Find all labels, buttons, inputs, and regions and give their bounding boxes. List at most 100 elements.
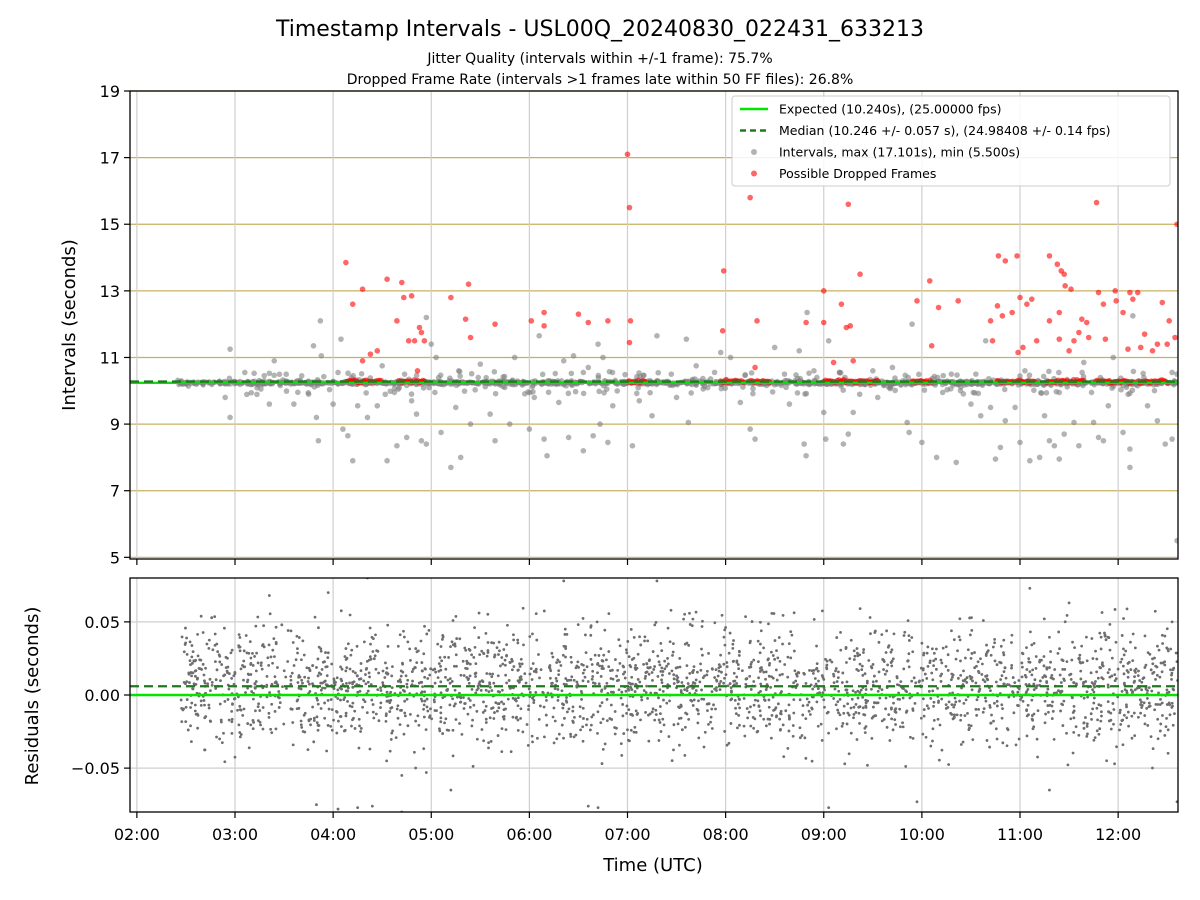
residual-point	[441, 634, 445, 637]
residual-point	[1113, 673, 1117, 676]
residual-point	[665, 701, 669, 705]
residual-point	[813, 685, 816, 688]
residual-point	[237, 633, 241, 637]
residual-point	[692, 698, 696, 702]
residual-point	[394, 736, 398, 740]
residual-point	[529, 667, 533, 670]
residual-point	[505, 681, 509, 685]
residual-point	[985, 650, 989, 654]
residual-point	[710, 690, 714, 694]
residual-point	[230, 648, 234, 652]
residual-point	[429, 667, 433, 671]
residual-point	[487, 741, 490, 745]
residual-point	[315, 721, 319, 725]
residual-point	[419, 691, 423, 695]
residual-point	[591, 681, 595, 685]
residual-point	[379, 706, 382, 709]
residual-point	[870, 666, 874, 670]
residual-point	[789, 630, 793, 633]
residual-point	[238, 735, 242, 739]
residual-point	[422, 652, 426, 656]
residual-point	[417, 723, 421, 727]
residual-point	[782, 755, 786, 759]
interval-point	[1064, 383, 1071, 390]
residual-point	[599, 675, 603, 678]
residual-point	[983, 696, 987, 700]
residual-point	[571, 705, 575, 709]
residual-point	[249, 662, 253, 665]
residual-point	[974, 681, 978, 685]
residual-point	[562, 644, 566, 648]
residual-point	[921, 697, 925, 701]
residual-point	[1060, 702, 1064, 706]
residual-point	[1153, 708, 1157, 712]
residual-point	[339, 725, 343, 728]
residual-point	[458, 637, 462, 641]
residual-point	[230, 677, 234, 680]
residual-point	[411, 667, 415, 671]
residual-point	[335, 710, 339, 714]
residual-point	[624, 648, 628, 652]
residual-point	[735, 675, 739, 679]
residual-point	[862, 648, 866, 651]
residual-point	[808, 713, 812, 716]
residual-point	[659, 641, 663, 645]
residual-point	[758, 709, 762, 713]
residual-point	[250, 690, 254, 693]
residual-point	[553, 687, 557, 691]
interval-point	[781, 371, 788, 377]
residual-point	[920, 641, 924, 645]
residual-point	[854, 710, 858, 714]
residual-point	[961, 679, 965, 683]
residual-point	[385, 690, 389, 694]
residual-point	[584, 633, 587, 637]
residual-point	[280, 623, 284, 627]
residual-point	[530, 734, 534, 738]
residual-point	[297, 674, 301, 677]
residual-point	[506, 623, 509, 627]
residual-point	[405, 682, 409, 686]
residual-point	[622, 665, 626, 669]
residual-point	[258, 720, 262, 724]
residual-point	[634, 682, 638, 686]
y-tick-label: −0.05	[71, 759, 120, 778]
residual-point	[662, 698, 665, 702]
residual-point	[412, 750, 416, 754]
residual-point	[1055, 691, 1058, 695]
residual-point	[683, 612, 687, 616]
interval-point	[291, 401, 297, 407]
residual-point	[536, 736, 539, 740]
residual-point	[478, 653, 482, 657]
residual-point	[188, 640, 192, 644]
residual-point	[804, 756, 808, 760]
residual-point	[1111, 702, 1115, 705]
residual-point	[596, 671, 599, 675]
residual-point	[271, 661, 274, 665]
residual-point	[438, 656, 442, 659]
residual-point	[422, 707, 425, 711]
residual-point	[465, 675, 469, 679]
interval-point	[700, 375, 706, 382]
residual-point	[902, 667, 906, 671]
residual-point	[224, 666, 228, 670]
residual-point	[1010, 666, 1013, 670]
residual-point	[377, 671, 381, 675]
residual-point	[775, 678, 779, 682]
residual-point	[707, 723, 710, 726]
dropped-frame-point	[1054, 261, 1061, 268]
top-ylabel: Intervals (seconds)	[59, 239, 80, 411]
residual-point	[806, 703, 810, 707]
residual-point	[241, 713, 245, 717]
residual-point	[954, 657, 958, 661]
residual-point	[1036, 755, 1039, 759]
residual-point	[1030, 698, 1034, 702]
dropped-frame-point	[830, 359, 837, 366]
residual-point	[779, 711, 782, 715]
residual-point	[473, 646, 477, 649]
residual-point	[1170, 706, 1174, 709]
interval-point	[455, 368, 462, 374]
residual-point	[456, 695, 459, 699]
residual-point	[857, 705, 861, 709]
residual-point	[338, 715, 342, 718]
